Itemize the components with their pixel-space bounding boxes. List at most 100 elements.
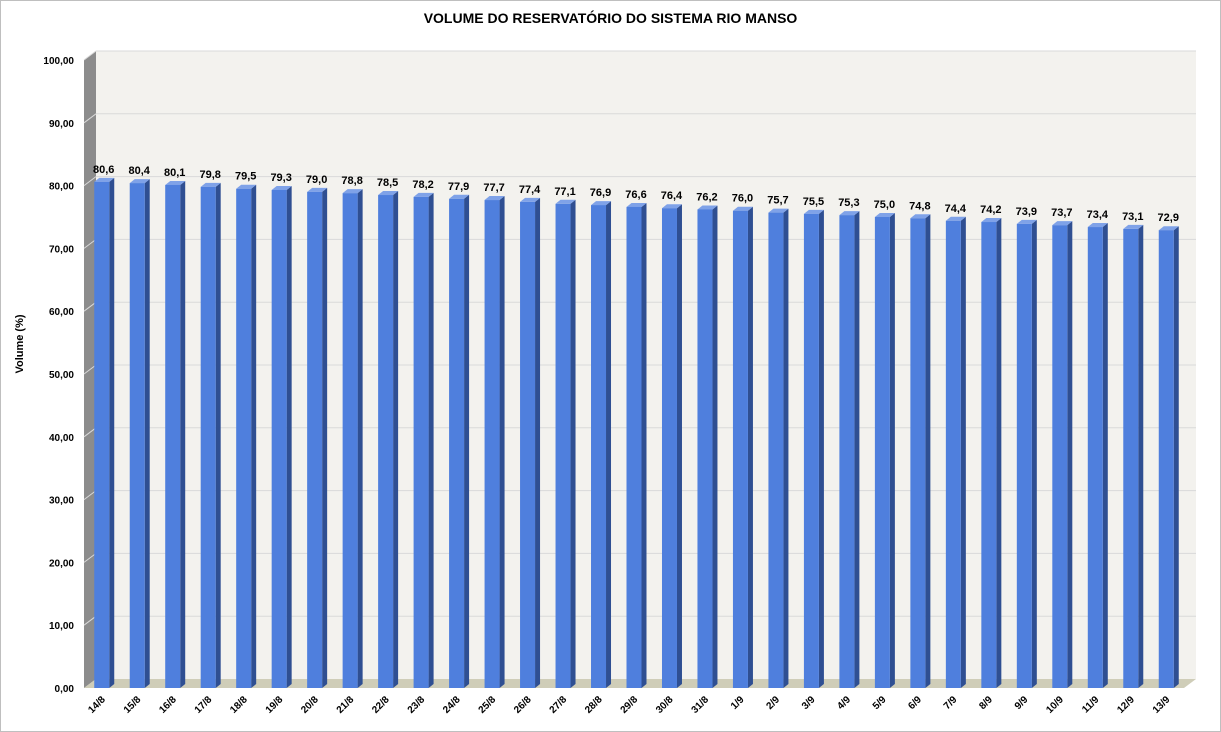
bar-side	[109, 177, 115, 688]
data-label: 74,4	[945, 203, 967, 215]
bar-top	[449, 194, 470, 199]
x-tick-label: 30/8	[654, 694, 676, 716]
bar	[165, 184, 181, 689]
bar-side	[535, 197, 541, 689]
data-label: 75,0	[874, 199, 895, 211]
gridline-side	[83, 553, 97, 563]
x-tick-label: 6/9	[906, 694, 924, 712]
x-tick-label: 8/9	[977, 694, 995, 712]
bar-top	[1087, 223, 1108, 228]
bar-top	[307, 187, 328, 192]
bar	[378, 195, 394, 688]
bar	[520, 201, 536, 689]
bar-top	[129, 179, 150, 184]
data-label: 76,2	[696, 191, 717, 203]
data-label: 78,8	[341, 175, 362, 187]
x-tick-label: 1/9	[729, 694, 747, 712]
gridline-side	[83, 427, 97, 438]
gridline-side	[83, 615, 97, 626]
bar-top	[945, 216, 966, 221]
x-tick-label: 19/8	[264, 694, 286, 716]
bar	[591, 205, 607, 688]
data-label: 73,7	[1051, 207, 1072, 219]
bar	[661, 208, 677, 688]
bar-top	[94, 177, 115, 182]
bar-top	[484, 196, 505, 201]
bar-side	[322, 187, 328, 688]
y-tick-label: 100,00	[43, 56, 74, 67]
data-label: 79,0	[306, 174, 327, 186]
x-tick-label: 23/8	[406, 694, 428, 716]
data-label: 80,1	[164, 167, 185, 179]
bar-side	[251, 184, 257, 689]
data-label: 74,8	[909, 200, 930, 212]
bar-top	[910, 214, 931, 219]
x-tick-label: 17/8	[193, 694, 215, 716]
gridline-side	[83, 301, 97, 312]
bar-side	[1031, 219, 1037, 688]
y-tick-label: 10,00	[49, 621, 74, 632]
bar	[200, 186, 216, 688]
data-label: 79,5	[235, 171, 256, 183]
bar-side	[676, 204, 682, 688]
bar-top	[981, 218, 1002, 223]
bar	[626, 206, 642, 688]
bar-side	[464, 194, 470, 688]
data-label: 80,6	[93, 164, 114, 176]
x-tick-label: 2/9	[764, 694, 782, 712]
bar-side	[357, 189, 363, 689]
x-tick-label: 18/8	[228, 694, 250, 716]
bar-top	[1016, 219, 1037, 224]
bar	[803, 213, 819, 689]
x-tick-label: 27/8	[548, 694, 570, 716]
bar-side	[1173, 226, 1179, 689]
bar-side	[215, 182, 221, 688]
y-tick-label: 0,00	[55, 684, 75, 695]
bar-side	[1067, 221, 1073, 688]
data-label: 79,8	[199, 169, 220, 181]
bar-side	[854, 211, 860, 688]
bar	[236, 188, 252, 689]
bar-top	[697, 205, 718, 210]
bar	[945, 220, 961, 688]
gridline-side	[83, 50, 97, 61]
y-tick-label: 80,00	[49, 182, 74, 193]
x-tick-label: 24/8	[441, 694, 463, 716]
bar-top	[200, 182, 221, 187]
bar-side	[570, 199, 576, 688]
bar	[1123, 228, 1139, 688]
bar	[1016, 223, 1032, 688]
y-tick-label: 60,00	[49, 307, 74, 318]
data-label: 76,9	[590, 187, 611, 199]
bar	[1087, 227, 1103, 688]
x-tick-label: 5/9	[871, 694, 889, 712]
data-label: 76,0	[732, 193, 753, 205]
x-tick-label: 16/8	[157, 694, 179, 716]
bar	[342, 193, 358, 689]
gridline-side	[83, 176, 97, 187]
data-label: 75,3	[838, 197, 859, 209]
data-label: 77,7	[483, 182, 504, 194]
data-label: 72,9	[1158, 212, 1179, 224]
bar-side	[783, 208, 789, 688]
data-label: 77,4	[519, 184, 541, 196]
data-label: 78,5	[377, 177, 398, 189]
bar	[129, 183, 145, 688]
data-label: 74,2	[980, 204, 1001, 216]
gridline-side	[83, 238, 97, 249]
bar-top	[1123, 224, 1144, 229]
bar	[732, 210, 748, 688]
x-tick-label: 26/8	[512, 694, 534, 716]
bar	[271, 189, 287, 688]
data-label: 80,4	[129, 165, 151, 177]
bar-side	[606, 201, 612, 688]
x-tick-label: 15/8	[122, 694, 144, 716]
x-tick-label: 31/8	[690, 694, 712, 716]
bar-top	[555, 199, 576, 204]
bar-top	[626, 202, 647, 207]
bar	[981, 222, 997, 689]
bar-side	[747, 206, 753, 688]
bar-side	[428, 192, 434, 689]
bar-top	[732, 206, 753, 211]
bar-top	[236, 184, 257, 189]
